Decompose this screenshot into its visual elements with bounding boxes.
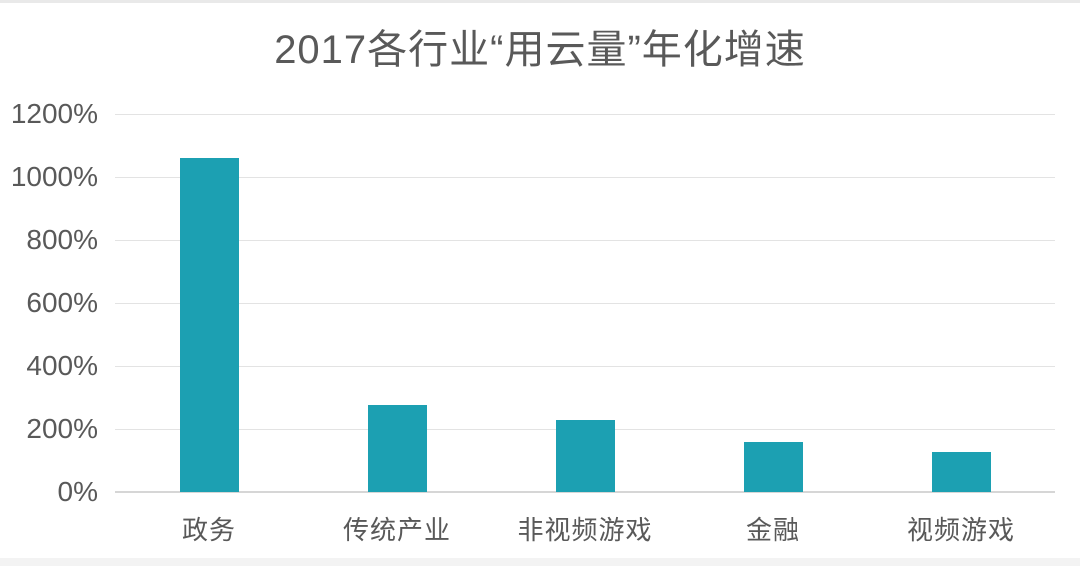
gridline-1200 — [115, 114, 1055, 115]
gridline-0 — [115, 491, 1055, 493]
bar — [743, 441, 803, 492]
top-edge-divider — [0, 0, 1080, 3]
y-tick-label: 0% — [57, 476, 98, 507]
x-axis-label: 视频游戏 — [906, 515, 1015, 545]
y-tick-label: 400% — [26, 350, 98, 381]
chart-title: 2017各行业“用云量”年化增速 — [274, 28, 806, 72]
bar — [931, 452, 991, 492]
y-tick-label: 600% — [26, 287, 98, 318]
x-axis: 政务 传统产业 非视频游戏 金融 视频游戏 — [115, 510, 1055, 550]
y-tick-label: 1200% — [10, 98, 98, 129]
bar — [179, 158, 239, 492]
y-axis: 0% 200% 400% 600% 800% 1000% 1200% — [0, 99, 98, 507]
x-axis-label: 政务 — [181, 515, 236, 545]
y-tick-label: 200% — [26, 413, 98, 444]
y-tick-label: 800% — [26, 224, 98, 255]
gridline-400 — [115, 366, 1055, 367]
x-axis-label: 非视频游戏 — [517, 515, 653, 545]
x-axis-label: 传统产业 — [342, 515, 451, 545]
gridline-600 — [115, 303, 1055, 304]
gridline-1000 — [115, 177, 1055, 178]
bar — [555, 419, 615, 492]
y-tick-label: 1000% — [10, 161, 98, 192]
bottom-edge-divider — [0, 558, 1080, 566]
gridline-800 — [115, 240, 1055, 241]
plot-area — [115, 114, 1055, 493]
bar — [367, 405, 427, 492]
x-axis-label: 金融 — [745, 515, 800, 545]
